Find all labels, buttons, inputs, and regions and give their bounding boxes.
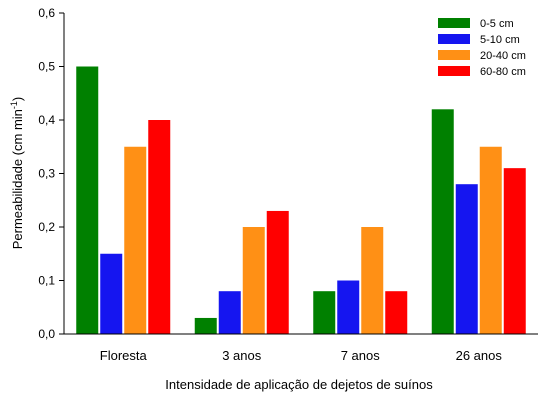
- legend-label: 0-5 cm: [480, 18, 514, 30]
- y-axis-title-superscript: -1: [9, 101, 19, 109]
- y-tick-label: 0,1: [38, 274, 55, 288]
- bar-60-80cm-0: [148, 120, 171, 334]
- bar-0-5cm-3: [431, 109, 454, 334]
- y-axis: 0,0 0,1 0,2 0,3 0,4 0,5 0,6: [38, 6, 65, 341]
- y-axis-title-main: Permeabilidade (cm min: [10, 109, 25, 249]
- legend: 0-5 cm 5-10 cm 20-40 cm 60-80 cm: [438, 18, 526, 78]
- bar-60-80cm-1: [266, 210, 289, 334]
- legend-label: 20-40 cm: [480, 50, 526, 62]
- bar-20-40cm-2: [361, 227, 384, 334]
- legend-swatch: [438, 50, 470, 60]
- bar-60-80cm-3: [503, 168, 526, 334]
- bar-0-5cm-0: [76, 66, 99, 334]
- y-tick-label: 0,4: [38, 113, 55, 127]
- legend-label: 5-10 cm: [480, 34, 520, 46]
- y-axis-title-close: ): [10, 97, 25, 101]
- bar-20-40cm-0: [124, 146, 147, 334]
- x-tick-label: 26 anos: [456, 348, 503, 363]
- bar-5-10cm-3: [455, 184, 478, 334]
- bar-5-10cm-1: [218, 291, 241, 334]
- bar-0-5cm-1: [194, 317, 217, 334]
- bar-5-10cm-2: [337, 280, 360, 334]
- x-axis-title: Intensidade de aplicação de dejetos de s…: [165, 377, 433, 392]
- x-tick-label: 7 anos: [341, 348, 381, 363]
- legend-label: 60-80 cm: [480, 66, 526, 78]
- y-tick-label: 0,6: [38, 6, 55, 20]
- legend-swatch: [438, 34, 470, 44]
- x-tick-label: Floresta: [100, 348, 148, 363]
- legend-swatch: [438, 18, 470, 28]
- y-tick-label: 0,2: [38, 220, 55, 234]
- x-axis: Floresta 3 anos 7 anos 26 anos: [64, 333, 538, 363]
- bar-5-10cm-0: [100, 253, 123, 334]
- y-tick-label: 0,5: [38, 60, 55, 74]
- bar-0-5cm-2: [313, 291, 336, 334]
- y-tick-label: 0,3: [38, 167, 55, 181]
- bar-20-40cm-3: [479, 146, 502, 334]
- y-tick-label: 0,0: [38, 327, 55, 341]
- legend-swatch: [438, 66, 470, 76]
- bar-60-80cm-2: [385, 291, 408, 334]
- bar-20-40cm-1: [242, 227, 265, 334]
- y-axis-title: Permeabilidade (cm min-1): [9, 97, 25, 250]
- x-tick-label: 3 anos: [222, 348, 262, 363]
- bars: [76, 66, 526, 334]
